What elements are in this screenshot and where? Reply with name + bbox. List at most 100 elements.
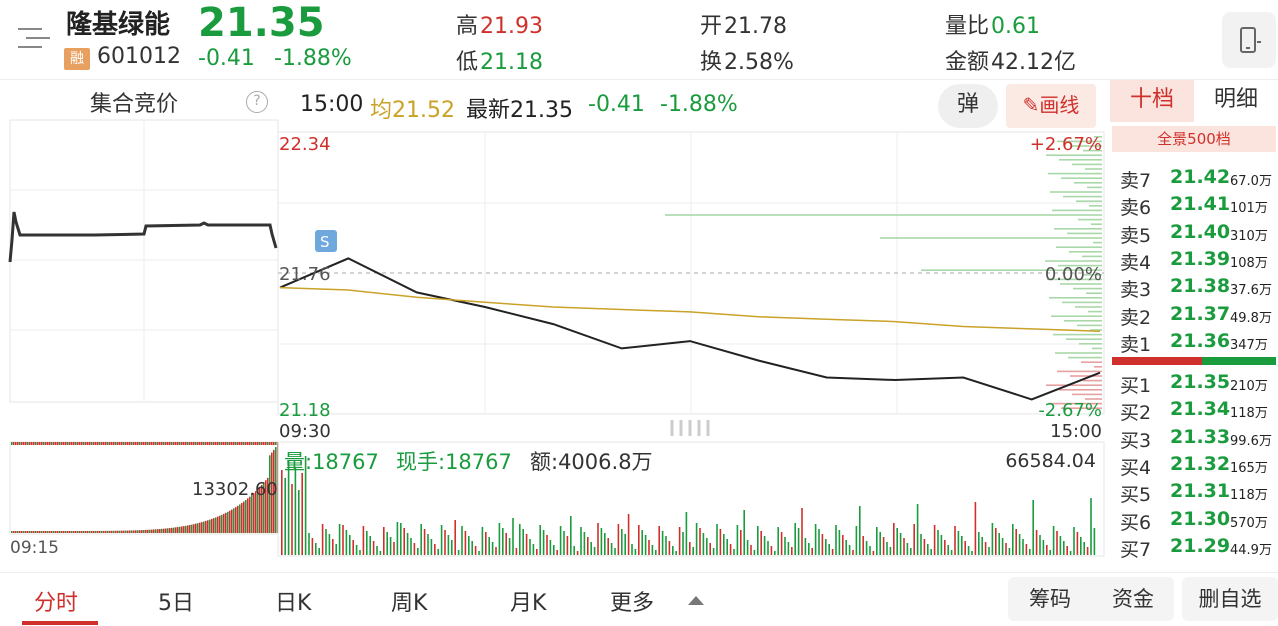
margin-badge: 融 <box>64 48 90 70</box>
depth-bar <box>1069 251 1102 253</box>
chip-fund-group: 筹码 资金 <box>1008 577 1174 621</box>
volume-bar <box>1046 545 1048 555</box>
depth-bar <box>1063 195 1102 198</box>
auction-volume-bar <box>131 442 133 445</box>
auction-volume-bar <box>153 442 155 445</box>
volume-bar <box>750 545 752 555</box>
intraday-chart[interactable]: S 22.34 21.76 21.18 +2.67% 0.00% -2.67% … <box>0 0 1110 572</box>
auction-volume-bar <box>177 527 179 533</box>
remove-watchlist-button[interactable]: 删自选 <box>1182 577 1278 621</box>
tab-detail[interactable]: 明细 <box>1194 80 1278 122</box>
volume-bar <box>882 537 885 555</box>
volume-bar <box>916 504 919 555</box>
volume-bar <box>746 540 749 555</box>
orderbook-level[interactable]: 卖3 21.38 37.6万 <box>1118 275 1278 302</box>
depth-bar <box>1056 246 1102 248</box>
tab-5day[interactable]: 5日 <box>158 591 194 616</box>
auction-volume-bar <box>239 504 241 533</box>
volume-bar <box>740 530 742 555</box>
orderbook-level[interactable]: 买5 21.31 118万 <box>1118 480 1278 507</box>
tab-weekly-k[interactable]: 周K <box>391 591 428 616</box>
depth-bar <box>880 237 1102 239</box>
volume-bar <box>988 547 990 555</box>
volume-bar <box>1042 540 1045 555</box>
toolbar-change-pct: -1.88% <box>660 92 738 117</box>
auction-time-label: 09:15 <box>10 538 59 558</box>
volume-bar <box>719 529 722 555</box>
level-price: 21.34 <box>1170 398 1231 421</box>
landscape-button[interactable] <box>1222 12 1276 68</box>
auction-volume-bar <box>147 442 149 445</box>
orderbook-level[interactable]: 买6 21.30 570万 <box>1118 508 1278 535</box>
volume-bar <box>695 523 698 555</box>
volume-bar <box>529 539 531 555</box>
auction-volume-bar <box>193 524 195 533</box>
auction-volume-bar <box>169 528 171 533</box>
volume-bar <box>1063 541 1065 555</box>
level-price: 21.38 <box>1170 275 1231 298</box>
menu-collapse-icon[interactable] <box>18 26 50 50</box>
volume-bar <box>944 540 946 555</box>
volume-bar <box>515 548 518 555</box>
chip-button[interactable]: 筹码 <box>1029 587 1071 611</box>
auction-volume-bar <box>271 452 273 533</box>
orderbook-level[interactable]: 卖7 21.42 67.0万 <box>1118 166 1278 193</box>
auction-volume-bar <box>209 442 211 445</box>
volume-bar <box>661 531 664 555</box>
volume-bar <box>393 542 395 555</box>
fund-button[interactable]: 资金 <box>1112 587 1154 611</box>
volume-bar <box>1035 530 1038 555</box>
auction-volume-bar <box>217 442 219 445</box>
orderbook-level[interactable]: 卖2 21.37 49.8万 <box>1118 303 1278 330</box>
volume-bar <box>505 533 507 555</box>
volume-bar <box>794 523 796 555</box>
orderbook-level[interactable]: 卖1 21.36 347万 <box>1118 330 1278 357</box>
auction-volume-bar <box>71 530 73 533</box>
auction-volume-bar <box>205 520 207 533</box>
tab-monthly-k[interactable]: 月K <box>510 591 547 616</box>
caret-up-icon[interactable] <box>686 593 706 607</box>
tab-ten-levels[interactable]: 十档 <box>1110 80 1194 122</box>
orderbook-level[interactable]: 卖4 21.39 108万 <box>1118 248 1278 275</box>
chart-resize-handle[interactable] <box>670 420 710 436</box>
volume-bar <box>1039 535 1041 555</box>
auction-volume-bar <box>211 442 213 445</box>
volume-bar <box>903 538 905 555</box>
auction-volume-bar <box>93 442 95 445</box>
auction-volume-bar <box>37 442 39 445</box>
volume-bar <box>321 524 324 555</box>
tab-more[interactable]: 更多 <box>610 591 655 616</box>
volume-bar <box>784 537 786 555</box>
volume-bar <box>546 535 548 555</box>
help-icon[interactable]: ? <box>246 91 268 113</box>
auction-volume-bar <box>95 442 97 445</box>
auction-volume-bar <box>19 531 21 533</box>
volume-bar <box>631 544 633 555</box>
orderbook-level[interactable]: 买2 21.34 118万 <box>1118 398 1278 425</box>
tab-daily-k[interactable]: 日K <box>275 591 312 616</box>
level-label: 买5 <box>1120 484 1152 507</box>
volume-bar <box>651 545 654 555</box>
auction-volume-bar <box>241 503 243 533</box>
orderbook-level[interactable]: 买1 21.35 210万 <box>1118 371 1278 398</box>
auction-volume-bar <box>233 508 235 533</box>
orderbook-level[interactable]: 买7 21.29 44.9万 <box>1118 535 1278 562</box>
orderbook-level[interactable]: 卖6 21.41 101万 <box>1118 193 1278 220</box>
volume-bar <box>315 543 317 555</box>
signal-marker[interactable] <box>315 230 337 252</box>
auction-volume-bar <box>173 442 175 445</box>
orderbook-level[interactable]: 卖5 21.40 310万 <box>1118 221 1278 248</box>
draw-line-button[interactable]: ✎画线 <box>1006 84 1096 128</box>
orderbook-level[interactable]: 买3 21.33 99.6万 <box>1118 426 1278 453</box>
volume-bar <box>706 538 708 555</box>
volume-bar <box>359 550 361 555</box>
tab-intraday[interactable]: 分时 <box>34 591 79 616</box>
volume-bar <box>440 525 443 555</box>
popup-button[interactable]: 弹 <box>938 84 998 128</box>
auction-volume-bar <box>83 442 85 445</box>
level-label: 买4 <box>1120 456 1152 479</box>
volume-bar <box>668 541 671 555</box>
orderbook-level[interactable]: 买4 21.32 165万 <box>1118 453 1278 480</box>
full-depth-button[interactable]: 全景500档 <box>1112 126 1276 152</box>
auction-volume-bar <box>243 442 245 445</box>
